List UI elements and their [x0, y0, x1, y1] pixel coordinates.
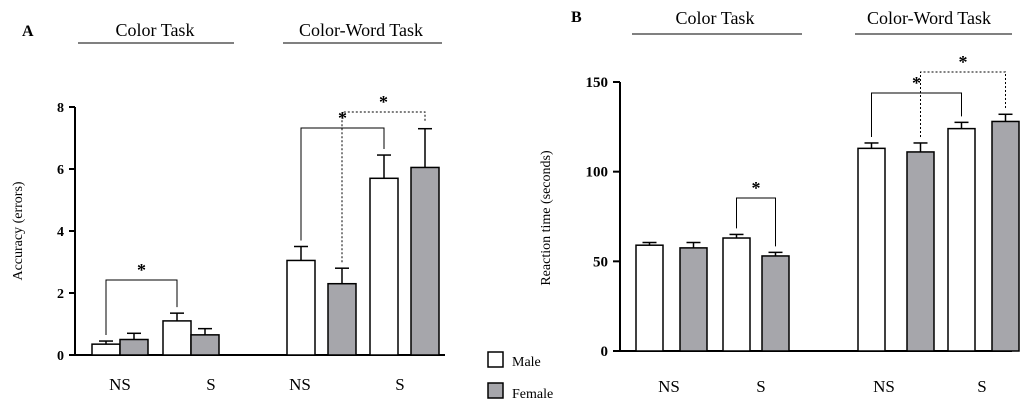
panel-a-x-tick-label: NS	[109, 375, 131, 394]
panel-a-y-tick-label: 8	[57, 101, 64, 116]
panel-b-y-axis-label: Reaction time (seconds)	[539, 150, 554, 286]
panel-a-significance-bracket	[105, 279, 178, 336]
panel-b-bar	[635, 244, 664, 352]
panel-b-bar	[722, 237, 751, 352]
panel-a-x-tick-label: S	[206, 375, 215, 394]
panel-a-group-title-colorword: Color-Word Task	[299, 20, 423, 40]
panel-a-significance-star: *	[379, 92, 388, 112]
panel-a-y-axis-label: Accuracy (errors)	[11, 181, 26, 280]
panel-b-bar	[906, 151, 935, 352]
panel-a-x-tick-label: NS	[289, 375, 311, 394]
panel-a-x-tick-label: S	[395, 375, 404, 394]
panel-b-x-tick-label: S	[977, 377, 986, 396]
panel-a-group-title-color: Color Task	[116, 20, 195, 40]
panel-b-significance-bracket	[736, 197, 776, 247]
panel-a-significance-bracket	[300, 127, 385, 241]
panel-a-y-tick-label: 4	[57, 225, 64, 240]
panel-b-bar	[761, 255, 790, 352]
panel-b-bar	[991, 120, 1020, 352]
panel-b-letter: B	[571, 9, 582, 26]
panel-b-significance-star: *	[912, 73, 921, 93]
panel-a-bar	[327, 282, 357, 356]
panel-b-significance-star: *	[959, 52, 968, 72]
panel-a-y-tick-label: 2	[57, 287, 64, 302]
panel-b-significance-bracket	[871, 92, 962, 137]
panel-a-letter: A	[22, 23, 34, 40]
panel-b-x-tick-label: S	[756, 377, 765, 396]
panel-a-bar	[119, 338, 149, 356]
panel-b-y-tick-label: 0	[601, 344, 609, 360]
panel-b-bar	[679, 247, 708, 352]
panel-a-y-tick-label: 0	[57, 349, 64, 364]
panel-a-bar	[91, 343, 121, 356]
panel-b-group-title-colorword: Color-Word Task	[867, 8, 991, 28]
panel-a-bar	[190, 334, 220, 356]
legend-female-label: Female	[512, 387, 553, 402]
panel-b-bar	[947, 127, 976, 352]
panel-a-y-tick-label: 6	[57, 163, 64, 178]
panel-b-group-title-color: Color Task	[676, 8, 755, 28]
panel-a-bar	[410, 166, 440, 356]
panel-b-significance-star: *	[752, 178, 761, 198]
panel-a-bar	[369, 177, 399, 356]
panel-a-significance-star: *	[137, 260, 146, 280]
panel-b-x-tick-label: NS	[658, 377, 680, 396]
panel-b-x-tick-label: NS	[873, 377, 895, 396]
panel-b-y-tick-label: 50	[593, 254, 608, 270]
legend-female-swatch	[487, 382, 504, 399]
panel-b-plot: 0 50 100 150 NS S NS S * * *	[586, 52, 1020, 396]
legend-male-swatch	[487, 351, 504, 368]
panel-b-bar	[857, 147, 886, 352]
panel-b-y-tick-label: 150	[586, 75, 609, 91]
panel-b-significance-bracket	[920, 71, 1006, 137]
legend-male-label: Male	[512, 355, 541, 370]
panel-a-bar	[162, 320, 192, 356]
panel-a-bar	[286, 259, 316, 356]
panel-b-y-tick-label: 100	[586, 165, 609, 181]
